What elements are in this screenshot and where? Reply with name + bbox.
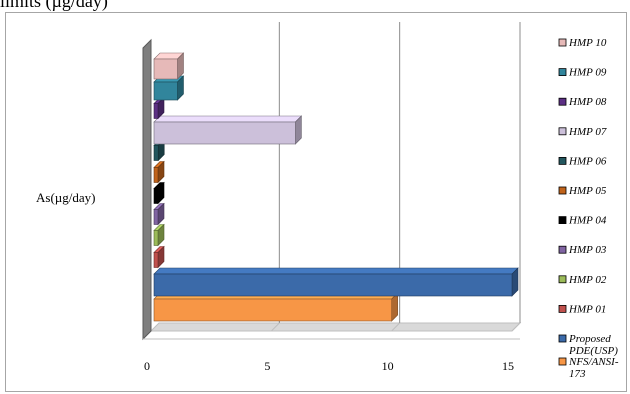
legend-item: HMP 05: [558, 185, 607, 197]
bar-top: [153, 267, 519, 275]
legend-swatch: [558, 245, 567, 254]
bar-front: [153, 58, 178, 80]
bar-front: [153, 230, 159, 246]
bar-front: [153, 298, 392, 322]
chart-legend: HMP 10 HMP 09 HMP 08 HMP 07 HMP 06 HMP 05 HMP …: [558, 37, 619, 380]
bar-front: [153, 209, 159, 225]
bar-top: [153, 115, 303, 123]
legend-item: HMP 03: [558, 244, 607, 256]
bar-hmp-03: [153, 202, 165, 226]
bar-hmp-05: [153, 160, 165, 184]
legend-label: HMP 06: [568, 155, 607, 167]
chart-frame: 0 5 10 15 As(µg/day) HMP 10 HMP 09 HMP 08 HMP 0…: [5, 12, 627, 392]
category-label: As(µg/day): [36, 190, 95, 205]
legend-label: HMP 03: [568, 244, 607, 256]
legend-swatch: [558, 304, 567, 313]
legend-label: HMP 02: [568, 274, 607, 286]
legend-swatch: [558, 38, 567, 47]
bar-front: [153, 273, 513, 297]
legend-label: HMP 08: [568, 96, 607, 108]
legend-swatch: [558, 156, 567, 165]
bar-front: [153, 252, 159, 268]
bar-front: [153, 188, 159, 204]
legend-swatch: [558, 216, 567, 225]
bar-hmp-02: [153, 223, 165, 247]
legend-item: NFS/ANSI-173: [558, 356, 619, 380]
legend-item: HMP 08: [558, 96, 607, 108]
legend-label: Proposed: [568, 333, 611, 345]
legend-label: HMP 07: [568, 126, 607, 138]
chart-left-wall: [142, 38, 152, 341]
chart-title: limits (µg/day): [0, 0, 108, 11]
gridline-floor: [511, 322, 521, 332]
bar-hmp-10: [153, 52, 185, 80]
legend-item: HMP 07: [558, 126, 607, 138]
x-tick-label: 0: [144, 359, 150, 373]
bar-hmp-07: [153, 115, 303, 145]
legend-label: PDE(USP): [568, 345, 618, 357]
bar-front: [153, 145, 159, 161]
bar-hmp-09: [153, 75, 185, 101]
legend-label: HMP 04: [568, 215, 607, 227]
legend-item: HMP 09: [558, 67, 607, 79]
bar-hmp-08: [153, 96, 165, 120]
chart-floor: [149, 322, 522, 332]
legend-item: HMP 06: [558, 155, 607, 167]
legend-label: 173: [569, 368, 586, 380]
legend-swatch: [558, 127, 567, 136]
bar-hmp-04: [153, 181, 165, 205]
chart-bars: [153, 52, 519, 322]
x-tick-label: 5: [264, 359, 270, 373]
bar-nfs-ansi-173: [153, 292, 399, 322]
legend-label: HMP 05: [568, 185, 607, 197]
bar-hmp-01: [153, 245, 165, 269]
bar-front: [153, 121, 296, 145]
bar-front: [153, 167, 159, 183]
legend-item: HMP 01: [558, 303, 606, 315]
legend-swatch: [558, 334, 567, 343]
legend-item: HMP 10: [558, 37, 607, 49]
x-tick-label: 10: [382, 359, 394, 373]
legend-label: NFS/ANSI-: [568, 356, 619, 368]
legend-item: HMP 02: [558, 274, 607, 286]
bar-front: [153, 103, 159, 119]
chart-axes: 0 5 10 15 As(µg/day): [36, 22, 522, 373]
bar-proposed-pde-usp-: [153, 267, 519, 297]
legend-item: HMP 04: [558, 215, 607, 227]
legend-swatch: [558, 275, 567, 284]
bar-front: [153, 81, 178, 101]
legend-swatch: [558, 357, 567, 366]
legend-label: HMP 01: [568, 303, 606, 315]
legend-swatch: [558, 186, 567, 195]
legend-label: HMP 10: [568, 37, 607, 49]
legend-swatch: [558, 97, 567, 106]
legend-label: HMP 09: [568, 67, 607, 79]
chart-svg: 0 5 10 15 As(µg/day) HMP 10 HMP 09 HMP 08 HMP 0…: [36, 22, 619, 380]
legend-swatch: [558, 68, 567, 76]
gridline-floor: [270, 322, 280, 332]
gridline-floor: [391, 322, 401, 332]
x-tick-label: 15: [502, 359, 514, 373]
